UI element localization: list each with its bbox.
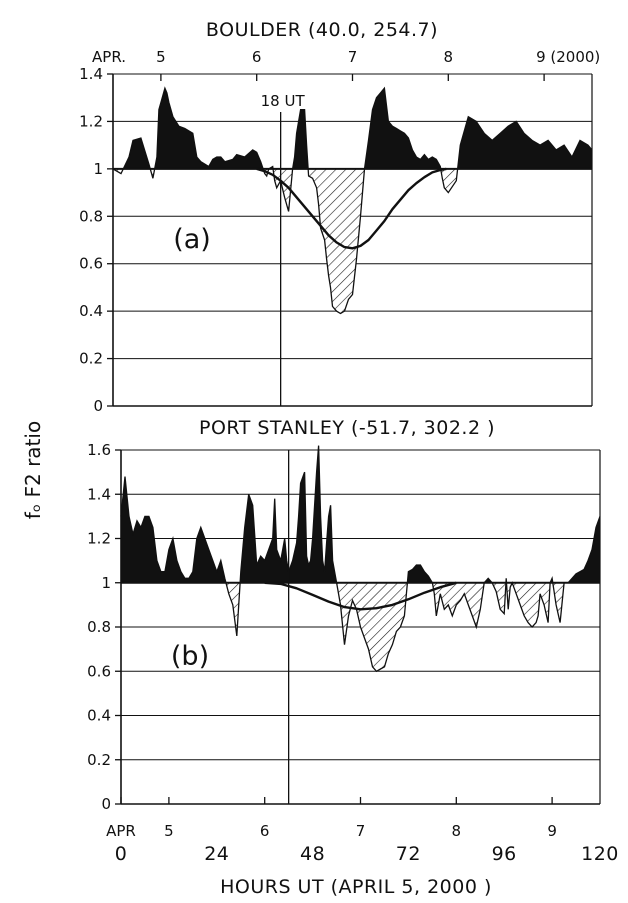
hour-tick-label: 24 [204,843,229,865]
boulder-panel-label: (a) [173,224,211,255]
port-stanley-panel-title: PORT STANLEY (-51.7, 302.2 ) [199,417,495,439]
hour-tick-label: 48 [300,843,325,865]
boulder-axes-frame [112,74,593,407]
boulder-panel: BOULDER (40.0, 254.7) 0 0.2 0.4 0.6 0.8 1 1.2 1… [79,19,600,415]
port-stanley-y-tick-label: 1.6 [87,441,111,459]
port-stanley-date-label: 8 [452,822,462,840]
port-stanley-y-tick-label: 1.2 [87,530,111,548]
boulder-y-tick-label: 0.6 [79,255,103,273]
port-stanley-y-tick-label: 0.6 [87,662,111,680]
marker-18ut-line [279,112,290,804]
boulder-y-tick-label: 0.8 [79,207,103,225]
port-stanley-grid [115,449,600,805]
boulder-date-label: 8 [444,48,454,66]
boulder-date-label: 6 [252,48,262,66]
port-stanley-date-label: 6 [260,822,270,840]
x-axis-label: HOURS UT (APRIL 5, 2000 ) [220,876,492,898]
boulder-enhancement-area [123,88,592,169]
port-stanley-y-tick-label: 0 [101,795,111,813]
boulder-date-label: 5 [156,48,166,66]
port-stanley-y-tick-label: 1 [101,574,111,592]
port-stanley-y-tick-label: 0.2 [87,751,111,769]
hour-tick-labels: 0 24 48 72 96 120 [115,843,619,865]
boulder-ratio-line [112,86,593,315]
hour-tick-label: 0 [115,843,128,865]
hour-tick-label: 120 [581,843,619,865]
port-stanley-y-tick-label: 0.8 [87,618,111,636]
port-stanley-y-tick-label: 1.4 [87,485,111,503]
boulder-y-tick-label: 0.2 [79,350,103,368]
port-stanley-model-curve [264,581,457,611]
port-stanley-date-label: APR [106,822,136,840]
boulder-date-label: 7 [348,48,358,66]
boulder-ratio-areas [112,86,593,315]
port-stanley-depletion-area [121,582,600,672]
port-stanley-date-label: 9 [547,822,557,840]
y-axis-label: fₒ F2 ratio [21,421,45,519]
port-stanley-date-label: 5 [164,822,174,840]
boulder-date-label: APR. [92,48,126,66]
port-stanley-panel: PORT STANLEY (-51.7, 302.2 ) 00.20.40.60… [87,417,619,865]
marker-18ut-label: 18 UT [261,92,306,110]
port-stanley-ratio-areas [120,445,601,673]
boulder-y-tick-labels: 0 0.2 0.4 0.6 0.8 1 1.2 1.4 [79,65,103,415]
boulder-date-label: 9 (2000) [536,48,600,66]
boulder-panel-title: BOULDER (40.0, 254.7) [206,19,438,41]
boulder-date-labels: APR. 5 6 7 8 9 (2000) [92,48,600,66]
boulder-y-tick-label: 1 [93,160,103,178]
port-stanley-y-tick-labels: 0 0.2 0.4 0.6 0.8 1 1.2 1.4 1.6 [87,441,111,813]
port-stanley-model-line [264,581,457,611]
port-stanley-date-labels: APR 5 6 7 8 9 [106,822,557,840]
boulder-depletion-area [113,168,592,314]
boulder-y-tick-label: 1.4 [79,65,103,83]
hour-tick-label: 72 [396,843,421,865]
port-stanley-enhancement-area [121,450,600,583]
boulder-model-line [256,167,447,250]
hour-tick-label: 96 [492,843,517,865]
port-stanley-axes-frame [120,450,601,805]
port-stanley-panel-label: (b) [171,641,209,672]
boulder-model-curve [256,167,447,250]
boulder-y-tick-label: 0.4 [79,302,103,320]
boulder-y-tick-label: 1.2 [79,112,103,130]
boulder-y-tick-label: 0 [93,397,103,415]
port-stanley-y-tick-label: 0.4 [87,707,111,725]
port-stanley-date-label: 7 [356,822,366,840]
port-stanley-ratio-line [120,445,601,673]
